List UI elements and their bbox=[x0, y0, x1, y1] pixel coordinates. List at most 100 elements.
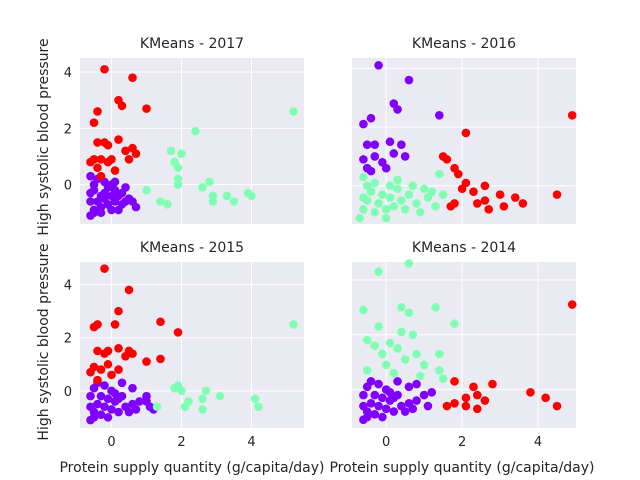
scatter-point bbox=[488, 379, 497, 389]
scatter-point bbox=[393, 175, 402, 185]
scatter-point bbox=[114, 191, 123, 201]
scatter-point bbox=[89, 413, 99, 422]
scatter-point bbox=[96, 208, 106, 218]
scatter-point bbox=[400, 205, 410, 214]
scatter-point bbox=[469, 187, 478, 196]
scatter-point bbox=[163, 200, 172, 209]
scatter-point bbox=[495, 190, 505, 199]
scatter-point bbox=[389, 368, 399, 378]
scatter-point bbox=[362, 335, 372, 345]
scatter-point bbox=[518, 199, 528, 208]
scatter-point bbox=[96, 171, 106, 181]
scatter-point bbox=[142, 357, 151, 366]
scatter-point bbox=[567, 300, 577, 309]
y-tick-label: 4 bbox=[64, 66, 72, 81]
scatter-point bbox=[128, 399, 137, 409]
scatter-point bbox=[400, 152, 410, 161]
scatter-point bbox=[370, 409, 380, 419]
scatter-point bbox=[93, 138, 102, 147]
scatter-point bbox=[419, 390, 429, 400]
scatter-point bbox=[541, 393, 550, 403]
scatter-point bbox=[121, 146, 130, 156]
scatter-point bbox=[416, 371, 425, 381]
scatter-point bbox=[374, 199, 383, 208]
scatter-point bbox=[389, 407, 399, 416]
scatter-point bbox=[381, 404, 391, 414]
scatter-point bbox=[93, 375, 102, 385]
scatter-point bbox=[526, 388, 535, 397]
scatter-point bbox=[184, 397, 193, 406]
scatter-point bbox=[366, 399, 376, 408]
scatter-point bbox=[86, 367, 95, 377]
scatter-point bbox=[404, 259, 414, 268]
scatter-point bbox=[389, 202, 399, 211]
scatter-point bbox=[355, 213, 364, 223]
scatter-point bbox=[378, 393, 387, 403]
scatter-point bbox=[510, 193, 520, 202]
scatter-point bbox=[400, 407, 410, 416]
scatter-point bbox=[378, 349, 387, 359]
scatter-point bbox=[359, 119, 368, 129]
scatter-point bbox=[374, 322, 383, 331]
scatter-point bbox=[404, 382, 414, 392]
scatter-point bbox=[362, 412, 372, 422]
scatter-point bbox=[435, 366, 444, 375]
scatter-point bbox=[93, 399, 102, 409]
scatter-point bbox=[393, 105, 402, 114]
scatter-point bbox=[124, 285, 134, 295]
scatter-point bbox=[461, 401, 471, 411]
scatter-point bbox=[89, 118, 99, 128]
scatter-point bbox=[114, 344, 123, 353]
scatter-point bbox=[381, 205, 391, 214]
scatter-point bbox=[438, 374, 448, 383]
x-axis-label-right: Protein supply quantity (g/capita/day) bbox=[329, 460, 594, 476]
y-tick-label: 0 bbox=[64, 385, 72, 400]
scatter-point bbox=[446, 202, 456, 211]
scatter-point bbox=[100, 402, 109, 412]
scatter-point bbox=[142, 185, 151, 195]
scatter-point bbox=[362, 140, 372, 149]
x-tick-label: 4 bbox=[247, 435, 255, 450]
scatter-point bbox=[86, 402, 95, 412]
scatter-point bbox=[552, 190, 562, 199]
scatter-point bbox=[480, 196, 490, 205]
scatter-point bbox=[173, 163, 183, 173]
scatter-point bbox=[128, 73, 137, 82]
scatter-point bbox=[131, 202, 141, 212]
scatter-point bbox=[86, 391, 95, 401]
scatter-point bbox=[173, 381, 183, 390]
scatter-point bbox=[412, 379, 421, 389]
scatter-point bbox=[431, 302, 440, 312]
scatter-point bbox=[96, 365, 106, 374]
y-tick-label: 0 bbox=[64, 179, 72, 194]
scatter-point bbox=[461, 178, 471, 188]
scatter-point bbox=[381, 213, 391, 223]
x-axis-label-left: Protein supply quantity (g/capita/day) bbox=[59, 460, 324, 476]
scatter-point bbox=[362, 366, 372, 375]
scatter-point bbox=[370, 341, 380, 350]
y-axis-label-bottom: High systolic blood pressure bbox=[36, 243, 52, 440]
scatter-point bbox=[93, 346, 102, 356]
scatter-point bbox=[152, 402, 162, 412]
scatter-point bbox=[107, 154, 116, 164]
subplot-2017: 0 2 4 KMeans - 2017 bbox=[64, 36, 304, 224]
scatter-point bbox=[419, 184, 429, 194]
scatter-point bbox=[412, 199, 421, 208]
x-tick-label: 0 bbox=[382, 435, 390, 450]
scatter-point bbox=[438, 190, 448, 199]
scatter-point bbox=[89, 185, 99, 195]
scatter-point bbox=[114, 394, 123, 404]
scatter-point bbox=[107, 205, 116, 215]
subplot-title: KMeans - 2014 bbox=[412, 240, 516, 256]
scatter-point bbox=[397, 140, 406, 149]
scatter-point bbox=[450, 399, 459, 408]
scatter-point bbox=[397, 196, 406, 205]
scatter-point bbox=[461, 128, 471, 138]
scatter-point bbox=[110, 177, 120, 187]
scatter-point bbox=[359, 155, 368, 164]
scatter-point bbox=[499, 202, 509, 211]
scatter-point bbox=[100, 264, 109, 273]
scatter-point bbox=[114, 407, 123, 417]
scatter-point bbox=[135, 397, 144, 406]
